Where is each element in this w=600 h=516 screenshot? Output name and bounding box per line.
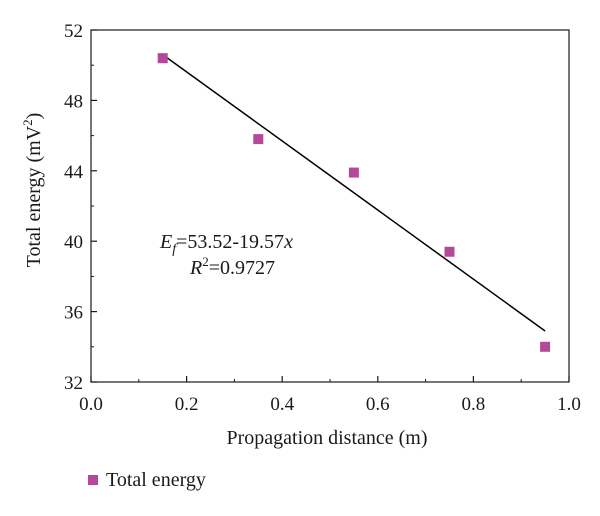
y-axis-title-main: Total energy (mV (23, 125, 45, 267)
y-axis-title: Total energy (mV2) (20, 113, 45, 268)
legend-label: Total energy (106, 469, 206, 491)
r-squared-value: =0.9727 (209, 257, 275, 279)
equation-subscript: f (172, 242, 178, 257)
data-point (253, 134, 264, 145)
equation-body: =53.52-19.57 (176, 231, 284, 253)
equation-x: x (283, 231, 293, 253)
y-axis-title-sup: 2 (20, 119, 35, 126)
x-tick-label: 0.6 (366, 394, 390, 415)
r-squared-symbol: R (189, 257, 202, 279)
regression-line (162, 54, 546, 332)
data-point (444, 246, 455, 257)
x-tick-label: 1.0 (557, 394, 581, 415)
y-tick-label: 32 (64, 373, 83, 394)
y-tick-label: 36 (64, 303, 83, 324)
equation-variable: E (159, 231, 172, 253)
y-axis-ticks: 32 36 40 44 48 52 (64, 21, 97, 394)
data-point (157, 53, 168, 64)
y-axis-title-end: ) (23, 113, 45, 120)
x-tick-label: 0.4 (270, 394, 294, 415)
r-squared-superscript: 2 (202, 254, 209, 269)
data-points (157, 53, 551, 352)
legend: Total energy (88, 468, 206, 492)
y-tick-label: 48 (64, 91, 83, 112)
y-tick-label: 52 (64, 21, 83, 42)
x-tick-label: 0.0 (79, 394, 103, 415)
x-axis-ticks: 0.0 0.2 0.4 0.6 0.8 1.0 (79, 376, 581, 415)
x-tick-label: 0.2 (175, 394, 199, 415)
regression-equation: Ef=53.52-19.57x (159, 231, 293, 257)
plot-border (90, 29, 570, 383)
y-tick-label: 40 (64, 232, 83, 253)
legend-swatch (88, 475, 98, 485)
x-axis-title: Propagation distance (m) (226, 427, 427, 449)
r-squared-label: R2=0.9727 (189, 254, 275, 279)
data-point (540, 341, 551, 352)
fit-layer (162, 54, 546, 332)
x-tick-label: 0.8 (462, 394, 486, 415)
plot-frame (90, 29, 570, 383)
data-point (348, 167, 359, 178)
y-tick-label: 44 (64, 162, 84, 183)
